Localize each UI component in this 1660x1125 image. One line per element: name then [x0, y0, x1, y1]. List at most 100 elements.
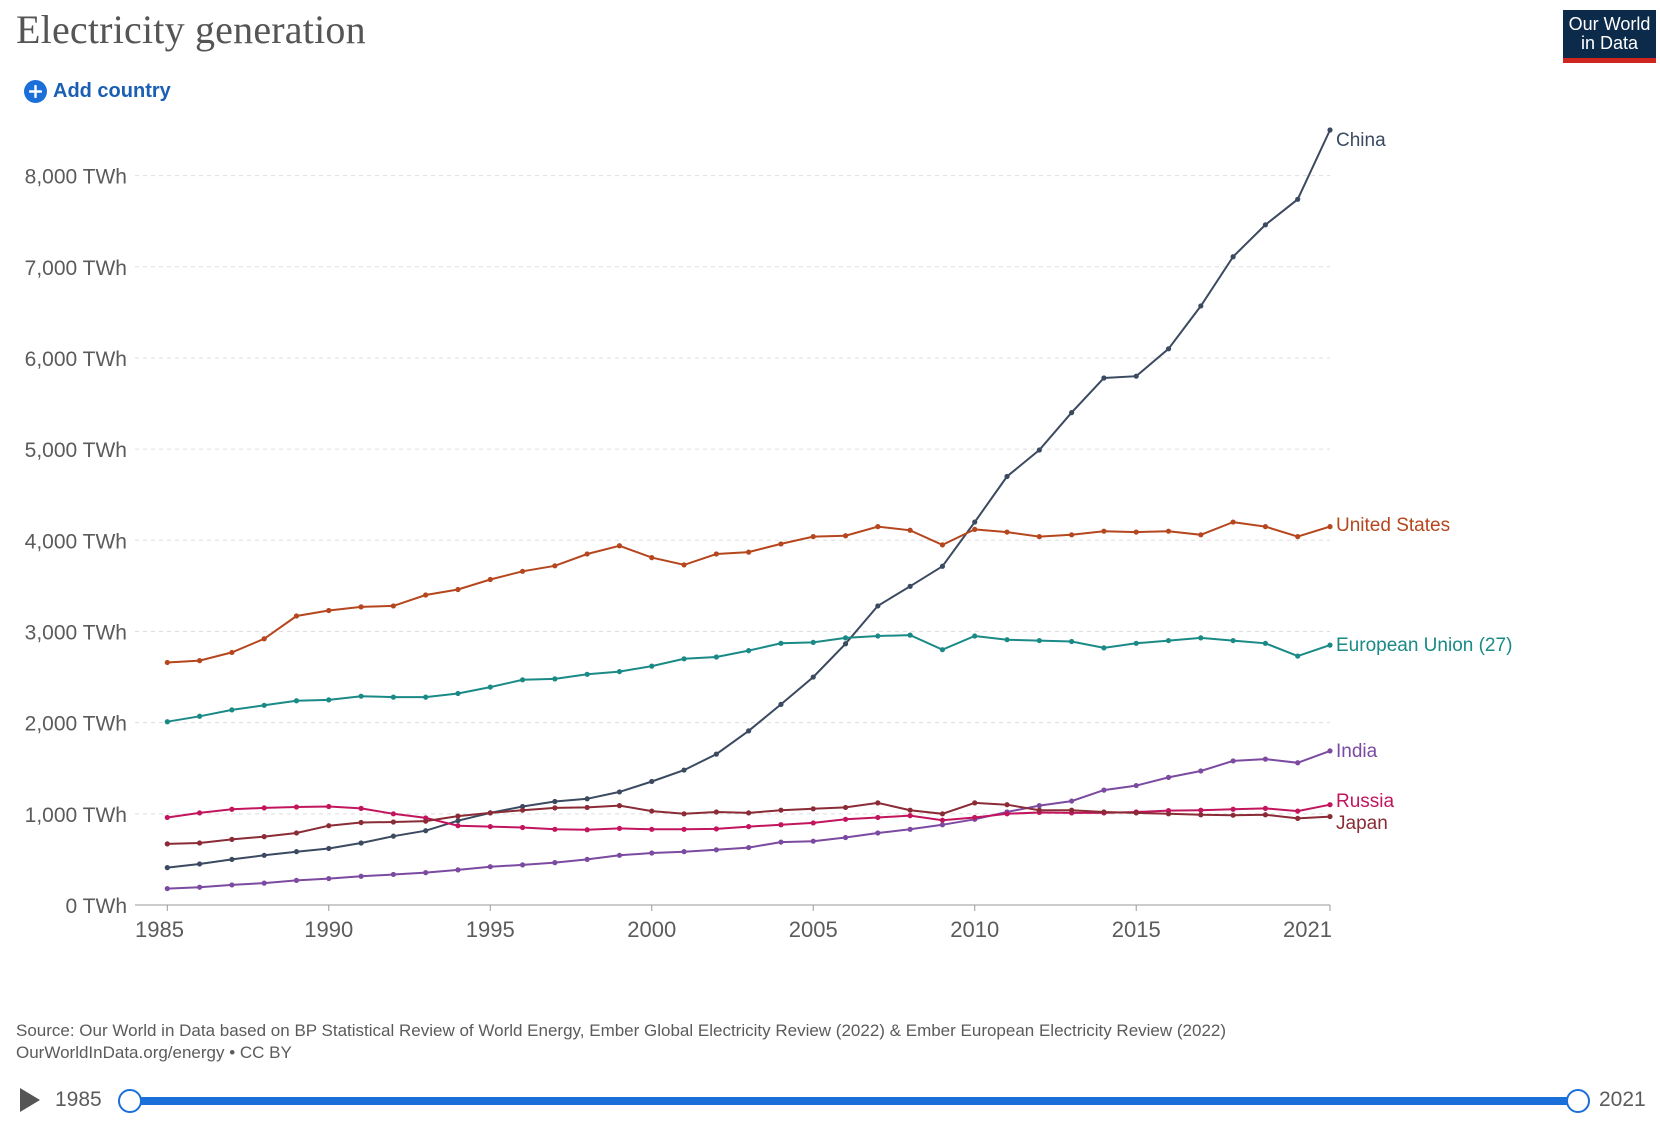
data-point — [1230, 806, 1236, 812]
data-point — [390, 603, 396, 609]
data-point — [713, 551, 719, 557]
owid-logo[interactable]: Our World in Data — [1563, 10, 1656, 63]
data-point — [423, 592, 429, 598]
data-point — [1004, 529, 1010, 535]
data-point — [423, 818, 429, 824]
data-point — [1101, 787, 1107, 793]
data-point — [1327, 813, 1333, 820]
data-point — [455, 586, 461, 593]
data-point — [649, 808, 655, 814]
data-point — [1133, 810, 1139, 816]
data-point — [358, 840, 364, 846]
y-tick-label: 6,000 TWh — [25, 348, 127, 371]
y-tick-label: 1,000 TWh — [25, 804, 127, 827]
logo-line-1: Our World — [1568, 14, 1651, 34]
x-tick-label: 2010 — [950, 917, 999, 942]
data-point — [939, 822, 946, 828]
data-point — [842, 834, 849, 841]
data-point — [746, 844, 752, 851]
data-point — [293, 613, 300, 619]
y-tick-label: 7,000 TWh — [25, 257, 127, 280]
data-point — [1327, 748, 1333, 754]
data-point — [778, 640, 784, 646]
series-european-union-27-[interactable] — [164, 632, 1333, 725]
axes: 0 TWh 1,000 TWh 2,000 TWh 3,000 TWh 4,000 TW… — [25, 166, 1332, 942]
series-united-states[interactable] — [164, 519, 1333, 666]
y-tick-label: 2,000 TWh — [25, 713, 127, 736]
data-point — [196, 840, 203, 846]
data-point — [1036, 534, 1042, 540]
x-tick-label: 1990 — [304, 917, 353, 942]
series-label: United States — [1336, 515, 1450, 536]
data-point — [326, 875, 332, 882]
data-point — [196, 713, 203, 719]
data-point — [1036, 637, 1042, 644]
data-point — [326, 697, 332, 703]
series-label: Japan — [1336, 813, 1388, 834]
data-point — [907, 583, 913, 589]
data-point — [196, 658, 203, 664]
series-label: Russia — [1336, 791, 1395, 812]
data-point — [1230, 519, 1236, 525]
data-point — [519, 677, 526, 683]
data-point — [907, 813, 913, 819]
data-point — [1198, 768, 1204, 774]
series-label: China — [1336, 130, 1386, 151]
data-point — [519, 568, 526, 574]
data-point — [1004, 802, 1010, 808]
timeline-start-handle[interactable] — [118, 1089, 142, 1113]
data-point — [552, 676, 558, 682]
y-tick-label: 8,000 TWh — [25, 166, 127, 189]
data-point — [293, 698, 300, 704]
series-japan[interactable] — [164, 800, 1333, 847]
series-russia[interactable] — [164, 802, 1333, 833]
data-point — [1069, 410, 1075, 416]
data-point — [713, 654, 719, 660]
y-tick-label: 5,000 TWh — [25, 439, 127, 462]
data-point — [746, 549, 752, 555]
data-point — [229, 882, 235, 888]
data-point — [649, 778, 655, 785]
data-point — [713, 751, 719, 757]
data-point — [1004, 473, 1010, 480]
plus-circle-icon — [24, 80, 47, 103]
data-point — [1004, 637, 1010, 643]
series-china[interactable] — [164, 127, 1333, 871]
data-point — [939, 542, 946, 548]
data-point — [875, 603, 881, 609]
data-point — [1230, 758, 1236, 764]
series-india[interactable] — [164, 748, 1333, 892]
data-point — [778, 701, 784, 708]
data-point — [1165, 346, 1172, 352]
data-point — [907, 807, 913, 813]
data-point — [810, 806, 816, 812]
data-point — [778, 807, 784, 813]
timeline-end-handle[interactable] — [1566, 1089, 1590, 1113]
data-point — [293, 804, 300, 810]
data-point — [778, 541, 784, 547]
play-icon[interactable] — [20, 1088, 40, 1112]
add-country-button[interactable]: Add country — [24, 80, 171, 103]
data-point — [842, 533, 849, 539]
data-point — [196, 861, 203, 867]
data-point — [842, 635, 849, 641]
data-point — [164, 719, 170, 725]
data-point — [423, 828, 429, 834]
data-point — [842, 641, 849, 647]
series-line — [167, 749, 1331, 890]
data-point — [293, 830, 300, 836]
timeline-track[interactable] — [128, 1097, 1578, 1105]
data-point — [584, 671, 590, 677]
data-point — [196, 810, 203, 816]
page-title: Electricity generation — [16, 7, 366, 52]
data-point — [681, 811, 687, 817]
data-point — [681, 656, 687, 662]
data-point — [552, 563, 558, 569]
data-point — [681, 849, 687, 855]
data-point — [1327, 642, 1333, 648]
data-point — [1004, 811, 1010, 817]
data-point — [810, 820, 816, 826]
series-labels: China United States European Union (27) Ind… — [1336, 130, 1512, 834]
source-text: Source: Our World in Data based on BP St… — [16, 1021, 1227, 1040]
data-point — [1133, 529, 1139, 535]
